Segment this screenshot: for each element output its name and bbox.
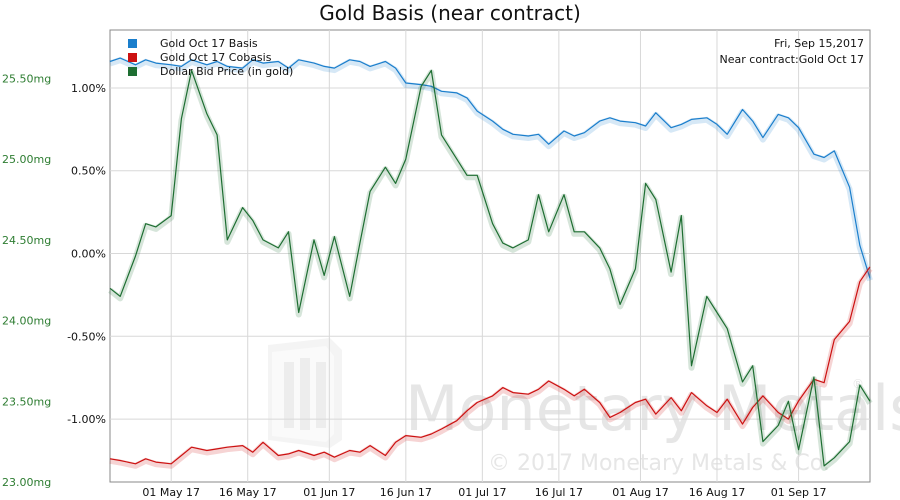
chart-title: Gold Basis (near contract)	[319, 1, 581, 25]
legend-dollar-bid-price-swatch	[128, 67, 137, 76]
y-right-tick-label: -0.50%	[67, 330, 106, 343]
legend-basis-label: Gold Oct 17 Basis	[160, 37, 258, 50]
x-tick-label: 01 Jun 17	[303, 486, 355, 499]
basis-line-path	[109, 57, 871, 279]
x-tick-label: 16 Aug 17	[689, 486, 745, 499]
watermark: Monetary Metals ® © 2017 Monetary Metals…	[268, 338, 900, 476]
monetary-metals-logo	[268, 338, 342, 448]
cobasis-line	[109, 266, 873, 469]
basis-line-shadow	[109, 57, 873, 282]
basis-line	[109, 57, 873, 282]
y-axis-left: 23.00mg 23.50mg 24.00mg 24.50mg 25.00mg 25.50…	[2, 72, 51, 489]
legend-dollar-bid-price: Dollar Bid Price (in gold)	[128, 65, 293, 78]
watermark-copyright: © 2017 Monetary Metals & Co.	[488, 451, 830, 476]
info-date: Fri, Sep 15,2017	[774, 37, 864, 50]
y-left-tick-label: 23.00mg	[2, 476, 51, 489]
legend-dollar-bid-price-label: Dollar Bid Price (in gold)	[160, 65, 293, 78]
y-left-tick-label: 24.50mg	[2, 234, 51, 247]
legend-cobasis-swatch	[128, 53, 137, 62]
y-axis-right: -1.00% -0.50% 0.00% 0.50% 1.00%	[67, 82, 106, 426]
grid	[110, 30, 870, 482]
x-tick-label: 01 May 17	[142, 486, 200, 499]
x-tick-label: 16 May 17	[219, 486, 277, 499]
legend-cobasis: Gold Oct 17 Cobasis	[128, 51, 272, 64]
x-tick-label: 01 Sep 17	[771, 486, 827, 499]
y-right-tick-label: 1.00%	[71, 82, 106, 95]
legend-cobasis-label: Gold Oct 17 Cobasis	[160, 51, 272, 64]
cobasis-line-shadow	[109, 267, 873, 469]
dollar-bid-price-line-path	[109, 69, 871, 467]
legend-basis-swatch	[128, 39, 137, 48]
info-contract: Near contract:Gold Oct 17	[720, 53, 864, 66]
y-left-tick-label: 25.50mg	[2, 72, 51, 85]
x-tick-label: 16 Jul 17	[535, 486, 583, 499]
x-tick-label: 01 Jul 17	[458, 486, 506, 499]
y-left-tick-label: 23.50mg	[2, 395, 51, 408]
y-right-tick-label: 0.50%	[71, 165, 106, 178]
y-right-tick-label: -1.00%	[67, 413, 106, 426]
y-left-tick-label: 25.00mg	[2, 153, 51, 166]
series-layer	[108, 57, 873, 471]
x-tick-label: 16 Jun 17	[380, 486, 432, 499]
legend-basis: Gold Oct 17 Basis	[128, 37, 258, 50]
plot-frame	[109, 29, 871, 483]
y-right-tick-label: 0.00%	[71, 248, 106, 261]
x-tick-label: 01 Aug 17	[612, 486, 668, 499]
dollar-bid-price-line	[108, 69, 873, 471]
cobasis-line-path	[109, 266, 871, 465]
dollar-bid-price-line-shadow	[108, 69, 873, 471]
y-left-tick-label: 24.00mg	[2, 315, 51, 328]
x-axis: 01 May 17 16 May 17 01 Jun 17 16 Jun 17 01 J…	[142, 486, 826, 499]
